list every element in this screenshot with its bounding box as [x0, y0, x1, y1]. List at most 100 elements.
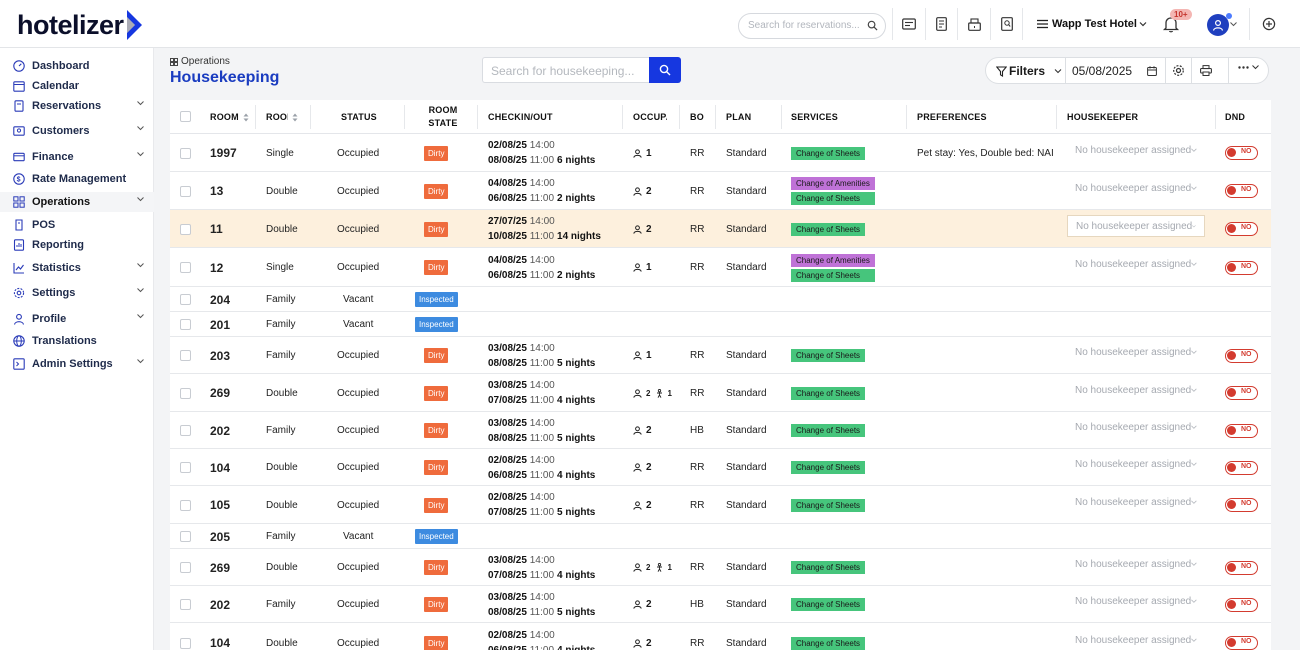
housekeeper-select[interactable]: No housekeeper assigned	[1067, 554, 1205, 576]
row-checkbox[interactable]	[180, 599, 191, 610]
room-state-badge[interactable]: Dirty	[424, 348, 449, 363]
add-circle-icon[interactable]	[1259, 14, 1279, 34]
table-row[interactable]: 269 Double Occupied Dirty 03/08/25 14:00 07/0…	[170, 374, 1271, 412]
sidebar-item-admin-settings[interactable]: Admin Settings	[0, 354, 154, 374]
dnd-toggle[interactable]: NO	[1225, 222, 1258, 236]
search-icon[interactable]	[867, 20, 878, 34]
housekeeper-select[interactable]: No housekeeper assigned	[1067, 254, 1205, 276]
cash-register-icon[interactable]	[964, 14, 984, 34]
column-header-room[interactable]: ROOM	[210, 100, 252, 134]
dnd-toggle[interactable]: NO	[1225, 636, 1258, 650]
dnd-toggle[interactable]: NO	[1225, 184, 1258, 198]
table-row[interactable]: 205 Family Vacant Inspected	[170, 524, 1271, 549]
housekeeping-search-input[interactable]	[491, 64, 641, 78]
table-row[interactable]: 204 Family Vacant Inspected	[170, 287, 1271, 312]
table-row[interactable]: 203 Family Occupied Dirty 03/08/25 14:00 08/0…	[170, 337, 1271, 374]
row-checkbox[interactable]	[180, 562, 191, 573]
dnd-toggle[interactable]: NO	[1225, 560, 1258, 575]
row-checkbox[interactable]	[180, 425, 191, 436]
search-button[interactable]	[649, 57, 681, 83]
table-row[interactable]: 1997 Single Occupied Dirty 02/08/25 14:00 08/…	[170, 134, 1271, 172]
table-row[interactable]: 11 Double Occupied Dirty 27/07/25 14:00 10/08…	[170, 210, 1271, 248]
chevron-down-icon[interactable]	[137, 314, 144, 319]
date-field[interactable]: 05/08/2025	[1072, 64, 1133, 78]
table-row[interactable]: 13 Double Occupied Dirty 04/08/25 14:00 06/08…	[170, 172, 1271, 210]
reservation-search-input[interactable]	[748, 20, 863, 31]
service-tag[interactable]: Change of Sheets	[791, 598, 866, 611]
breadcrumb[interactable]: Operations	[170, 56, 230, 67]
service-tag[interactable]: Change of Sheets	[791, 268, 875, 282]
service-tag[interactable]: Change of Sheets	[791, 349, 866, 362]
receipt-search-icon[interactable]	[997, 14, 1017, 34]
dnd-toggle[interactable]: NO	[1225, 498, 1258, 512]
sidebar-item-profile[interactable]: Profile	[0, 309, 154, 329]
room-state-badge[interactable]: Inspected	[415, 292, 458, 307]
dnd-toggle[interactable]: NO	[1225, 260, 1258, 275]
dnd-toggle[interactable]: NO	[1225, 597, 1258, 612]
column-header-room-type[interactable]: ROOM TYPE	[266, 100, 298, 134]
room-state-badge[interactable]: Dirty	[424, 183, 449, 199]
service-tag[interactable]: Change of Amenities	[791, 177, 875, 190]
room-state-badge[interactable]: Dirty	[424, 460, 449, 475]
sort-icon[interactable]	[292, 113, 298, 122]
sidebar-item-dashboard[interactable]: Dashboard	[0, 56, 154, 76]
chevron-down-icon[interactable]	[137, 263, 144, 268]
sidebar-item-calendar[interactable]: Calendar	[0, 76, 154, 96]
housekeeper-select[interactable]: No housekeeper assigned	[1067, 215, 1205, 237]
room-state-badge[interactable]: Dirty	[424, 423, 449, 438]
row-checkbox[interactable]	[180, 531, 191, 542]
table-row[interactable]: 104 Double Occupied Dirty 02/08/25 14:0006/0…	[170, 623, 1271, 650]
hotelizer-logo[interactable]: hotelizer	[17, 9, 145, 41]
sort-icon[interactable]	[243, 113, 249, 122]
service-tag[interactable]: Change of Sheets	[791, 424, 866, 437]
row-checkbox[interactable]	[180, 637, 191, 649]
housekeeping-search[interactable]	[482, 57, 650, 83]
room-state-badge[interactable]: Dirty	[424, 497, 449, 513]
dnd-toggle[interactable]: NO	[1225, 348, 1258, 363]
sidebar-item-translations[interactable]: Translations	[0, 331, 154, 351]
room-state-badge[interactable]: Dirty	[424, 560, 449, 575]
room-state-badge[interactable]: Dirty	[424, 260, 449, 275]
row-checkbox[interactable]	[180, 387, 191, 399]
chevron-down-icon[interactable]	[137, 288, 144, 293]
room-state-badge[interactable]: Dirty	[424, 145, 449, 161]
housekeeper-select[interactable]: No housekeeper assigned	[1067, 629, 1205, 650]
chevron-down-icon[interactable]	[137, 101, 144, 106]
hotel-selector[interactable]: Wapp Test Hotel	[1037, 18, 1151, 30]
row-checkbox[interactable]	[180, 499, 191, 511]
room-state-badge[interactable]: Dirty	[424, 221, 449, 237]
sidebar-item-rate-management[interactable]: $ Rate Management	[0, 169, 154, 189]
chevron-down-icon[interactable]	[137, 152, 144, 157]
room-state-badge[interactable]: Dirty	[424, 385, 449, 401]
table-row[interactable]: 269 Double Occupied Dirty 03/08/25 14:00 07/0…	[170, 549, 1271, 586]
sidebar-item-finance[interactable]: Finance	[0, 147, 154, 167]
housekeeper-select[interactable]: No housekeeper assigned	[1067, 491, 1205, 513]
housekeeper-select[interactable]: No housekeeper assigned	[1067, 454, 1205, 476]
housekeeper-select[interactable]: No housekeeper assigned	[1067, 342, 1205, 364]
service-tag[interactable]: Change of Amenities	[791, 253, 875, 267]
sidebar-item-operations[interactable]: Operations	[0, 192, 154, 212]
table-row[interactable]: 202 Family Occupied Dirty 03/08/25 14:00 08/0…	[170, 412, 1271, 449]
chevron-down-icon[interactable]	[1230, 22, 1237, 27]
room-state-badge[interactable]: Inspected	[415, 529, 458, 544]
dnd-toggle[interactable]: NO	[1225, 386, 1258, 400]
service-tag[interactable]: Change of Sheets	[791, 192, 875, 205]
table-row[interactable]: 201 Family Vacant Inspected	[170, 312, 1271, 337]
select-all-checkbox[interactable]	[180, 111, 191, 122]
room-state-badge[interactable]: Inspected	[415, 317, 458, 332]
sidebar-item-statistics[interactable]: Statistics	[0, 258, 154, 278]
row-checkbox[interactable]	[180, 319, 191, 330]
row-checkbox[interactable]	[180, 223, 191, 235]
housekeeper-select[interactable]: No housekeeper assigned	[1067, 177, 1205, 199]
invoice-icon[interactable]	[931, 14, 951, 34]
row-checkbox[interactable]	[180, 350, 191, 361]
service-tag[interactable]: Change of Sheets	[791, 222, 866, 236]
service-tag[interactable]: Change of Sheets	[791, 636, 866, 650]
service-tag[interactable]: Change of Sheets	[791, 498, 866, 512]
gear-icon[interactable]	[1172, 64, 1185, 77]
dnd-toggle[interactable]: NO	[1225, 423, 1258, 438]
service-tag[interactable]: Change of Sheets	[791, 386, 866, 400]
row-checkbox[interactable]	[180, 462, 191, 473]
housekeeper-select[interactable]: No housekeeper assigned	[1067, 379, 1205, 401]
